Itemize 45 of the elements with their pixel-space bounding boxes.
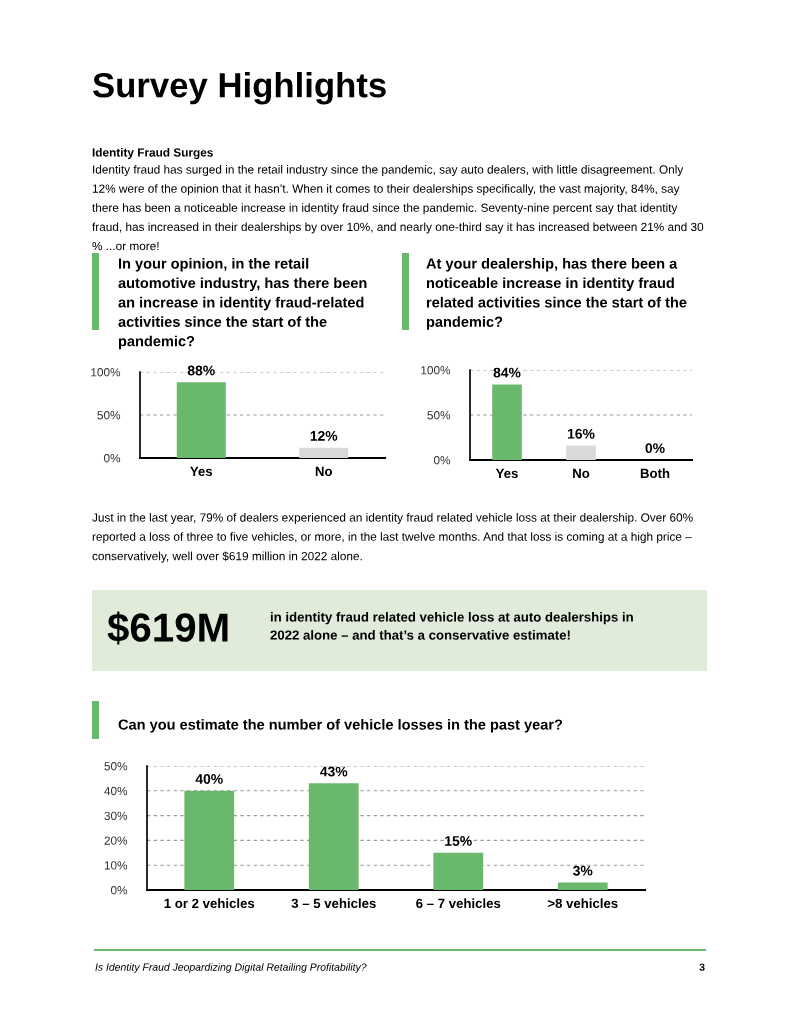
data-label: 12% — [310, 430, 338, 441]
x-tick-label: 6 – 7 vehicles — [416, 898, 501, 909]
data-label: 84% — [493, 367, 521, 378]
y-tick-label: 20% — [104, 836, 128, 845]
text: Survey Highlights — [93, 72, 386, 105]
data-label: 16% — [567, 428, 595, 439]
chart-title: In your opinion, in the retail automotive industry, has there been an increase in identity fraud-related activities since the start of the pandemic? — [118, 258, 367, 350]
x-tick-label: No — [315, 466, 333, 477]
x-tick-label: >8 vehicles — [547, 898, 618, 909]
y-tick-label: 100% — [421, 366, 451, 375]
text: Just in the last year, 79% of dealers experienced an identity fraud related vehicle loss at their dealership. Over 60% reported a loss of three to five vehicles, or more, in the last twelve months. And that loss is coming at a high price – conservatively, well over $619 million in 2022 alone. — [92, 513, 693, 563]
bar — [184, 790, 235, 890]
data-label: 43% — [320, 766, 348, 777]
y-tick-label: 30% — [104, 811, 128, 820]
x-tick-label: 3 – 5 vehicles — [291, 898, 376, 909]
y-tick-label: 100% — [91, 368, 121, 377]
text: Identity fraud has surged in the retail industry since the pandemic, say auto dealers, with little disagreement. Only 12% were of the opinion that it hasn’t. When it comes to their dealerships specifically, the vast majority, 84%, say there has been a noticeable increase in identity fraud since the pandemic. Seventy-nine percent say that identity fraud, has increased in their dealerships by over 10%, and nearly one-third say it has increased between 21% and 30 % ...or more! — [92, 165, 704, 251]
text: Identity Fraud Surges — [92, 148, 213, 160]
data-label: 40% — [195, 774, 223, 784]
chart-title: Can you estimate the number of vehicle losses in the past year? — [118, 719, 563, 733]
bar — [308, 783, 359, 890]
x-tick-label: Yes — [495, 468, 518, 479]
y-tick-label: 50% — [97, 411, 121, 420]
y-tick-label: 40% — [104, 786, 128, 796]
text: in identity fraud related vehicle loss at auto dealerships in 2022 alone – and that’s a conservative estimate! — [270, 612, 633, 640]
bar — [433, 852, 484, 890]
x-tick-label: 1 or 2 vehicles — [164, 898, 255, 909]
y-tick-label: 50% — [104, 762, 128, 771]
data-label: 3% — [573, 865, 593, 876]
x-tick-label: Both — [640, 468, 670, 479]
y-tick-label: 0% — [103, 454, 121, 463]
y-tick-label: 0% — [110, 886, 128, 895]
text: 3 — [699, 963, 705, 971]
x-tick-label: Yes — [190, 466, 213, 477]
y-tick-label: 10% — [104, 861, 128, 870]
chart-title: At your dealership, has there been a noticeable increase in identity fraud related activities since the start of the pandemic? — [426, 258, 687, 330]
data-label: 88% — [187, 365, 215, 376]
y-tick-label: 50% — [427, 411, 451, 420]
text: Is Identity Fraud Jeopardizing Digital Retailing Profitability? — [95, 963, 367, 973]
data-label: 15% — [445, 836, 472, 846]
text: $619M — [107, 611, 228, 645]
bar — [557, 882, 608, 890]
data-label: 0% — [645, 443, 665, 454]
y-tick-label: 0% — [433, 456, 451, 465]
x-tick-label: No — [573, 468, 590, 479]
